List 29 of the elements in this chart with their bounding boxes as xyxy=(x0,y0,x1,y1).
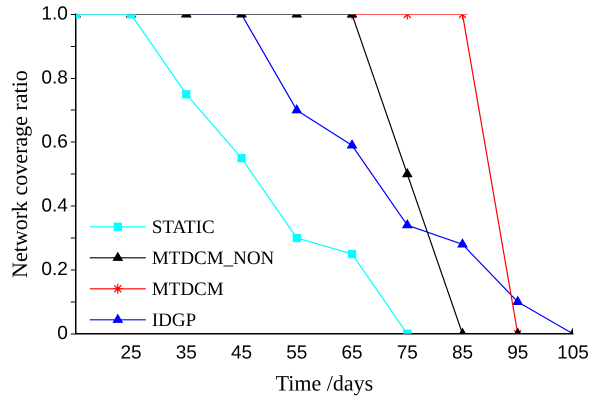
y-tick-label: 0.6 xyxy=(41,131,68,152)
x-tick-label: 85 xyxy=(452,342,474,364)
y-axis-title: Network coverage ratio xyxy=(6,70,32,278)
point xyxy=(512,296,523,305)
point xyxy=(402,168,412,178)
point xyxy=(347,140,357,148)
y-tick-label: 0.4 xyxy=(41,195,68,216)
legend-label: MTDCM xyxy=(152,278,224,300)
x-tick-label: 35 xyxy=(176,342,197,364)
legend-label: STATIC xyxy=(152,216,215,238)
point xyxy=(237,154,246,162)
y-tick-label: 0.8 xyxy=(41,68,68,89)
x-tick-label: 75 xyxy=(396,342,418,364)
point xyxy=(402,220,412,228)
y-tick-label: 0.2 xyxy=(41,259,68,280)
x-tick-label: 95 xyxy=(507,342,528,364)
point xyxy=(182,90,190,98)
x-tick-label: 55 xyxy=(286,342,308,364)
x-axis-title: Time /days xyxy=(276,370,374,396)
x-tick-label: 65 xyxy=(341,342,363,364)
y-tick-label: 0 xyxy=(57,323,68,344)
x-tick-label: 25 xyxy=(120,342,142,364)
point xyxy=(292,234,301,242)
x-tick-label: 45 xyxy=(230,342,252,364)
x-tick-label: 105 xyxy=(557,342,589,364)
legend-label: MTDCM_NON xyxy=(152,248,275,269)
y-tick-label: 1.0 xyxy=(41,4,68,25)
legend-label: IDGP xyxy=(152,310,196,331)
point xyxy=(458,238,468,248)
